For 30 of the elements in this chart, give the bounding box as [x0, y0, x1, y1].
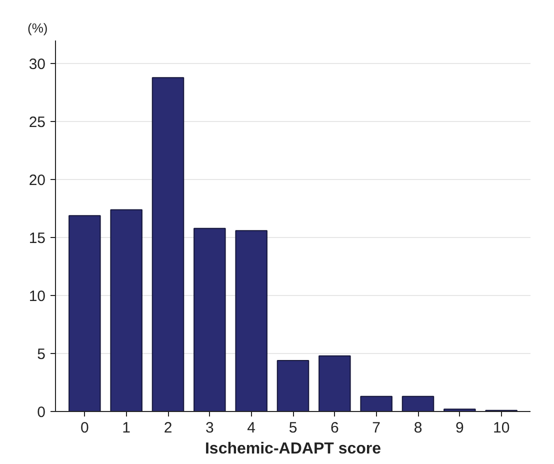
- x-tick-label: 7: [372, 420, 381, 436]
- y-tick-label: 5: [37, 346, 46, 364]
- y-tick-label: 20: [28, 172, 46, 190]
- y-tick-label: 10: [28, 288, 46, 306]
- bar: [360, 396, 392, 412]
- bar: [402, 396, 434, 412]
- bar: [110, 209, 142, 412]
- x-tick-label: 3: [205, 420, 214, 436]
- x-axis-title: Ischemic-ADAPT score: [204, 440, 382, 458]
- x-tick-label: 5: [288, 420, 298, 436]
- bar: [194, 228, 226, 412]
- bar: [235, 230, 268, 412]
- y-tick-label: 15: [28, 230, 46, 248]
- x-tick-label: 10: [492, 420, 510, 436]
- y-tick-label: 30: [28, 56, 46, 74]
- x-tick-label: 8: [414, 420, 422, 436]
- bar: [444, 408, 476, 412]
- y-tick-label: 25: [28, 114, 46, 132]
- x-tick-label: 2: [164, 420, 172, 436]
- bar: [68, 215, 101, 412]
- y-axis-title: (%): [28, 20, 48, 36]
- x-tick-label: 0: [80, 420, 89, 436]
- bar: [318, 355, 351, 412]
- x-tick-label: 9: [455, 420, 464, 436]
- x-tick-label: 4: [247, 420, 256, 436]
- bar: [276, 360, 310, 412]
- bar: [152, 77, 184, 412]
- x-tick-label: 6: [330, 420, 339, 436]
- x-tick-label: 1: [122, 420, 131, 436]
- y-tick-label: 0: [37, 404, 46, 421]
